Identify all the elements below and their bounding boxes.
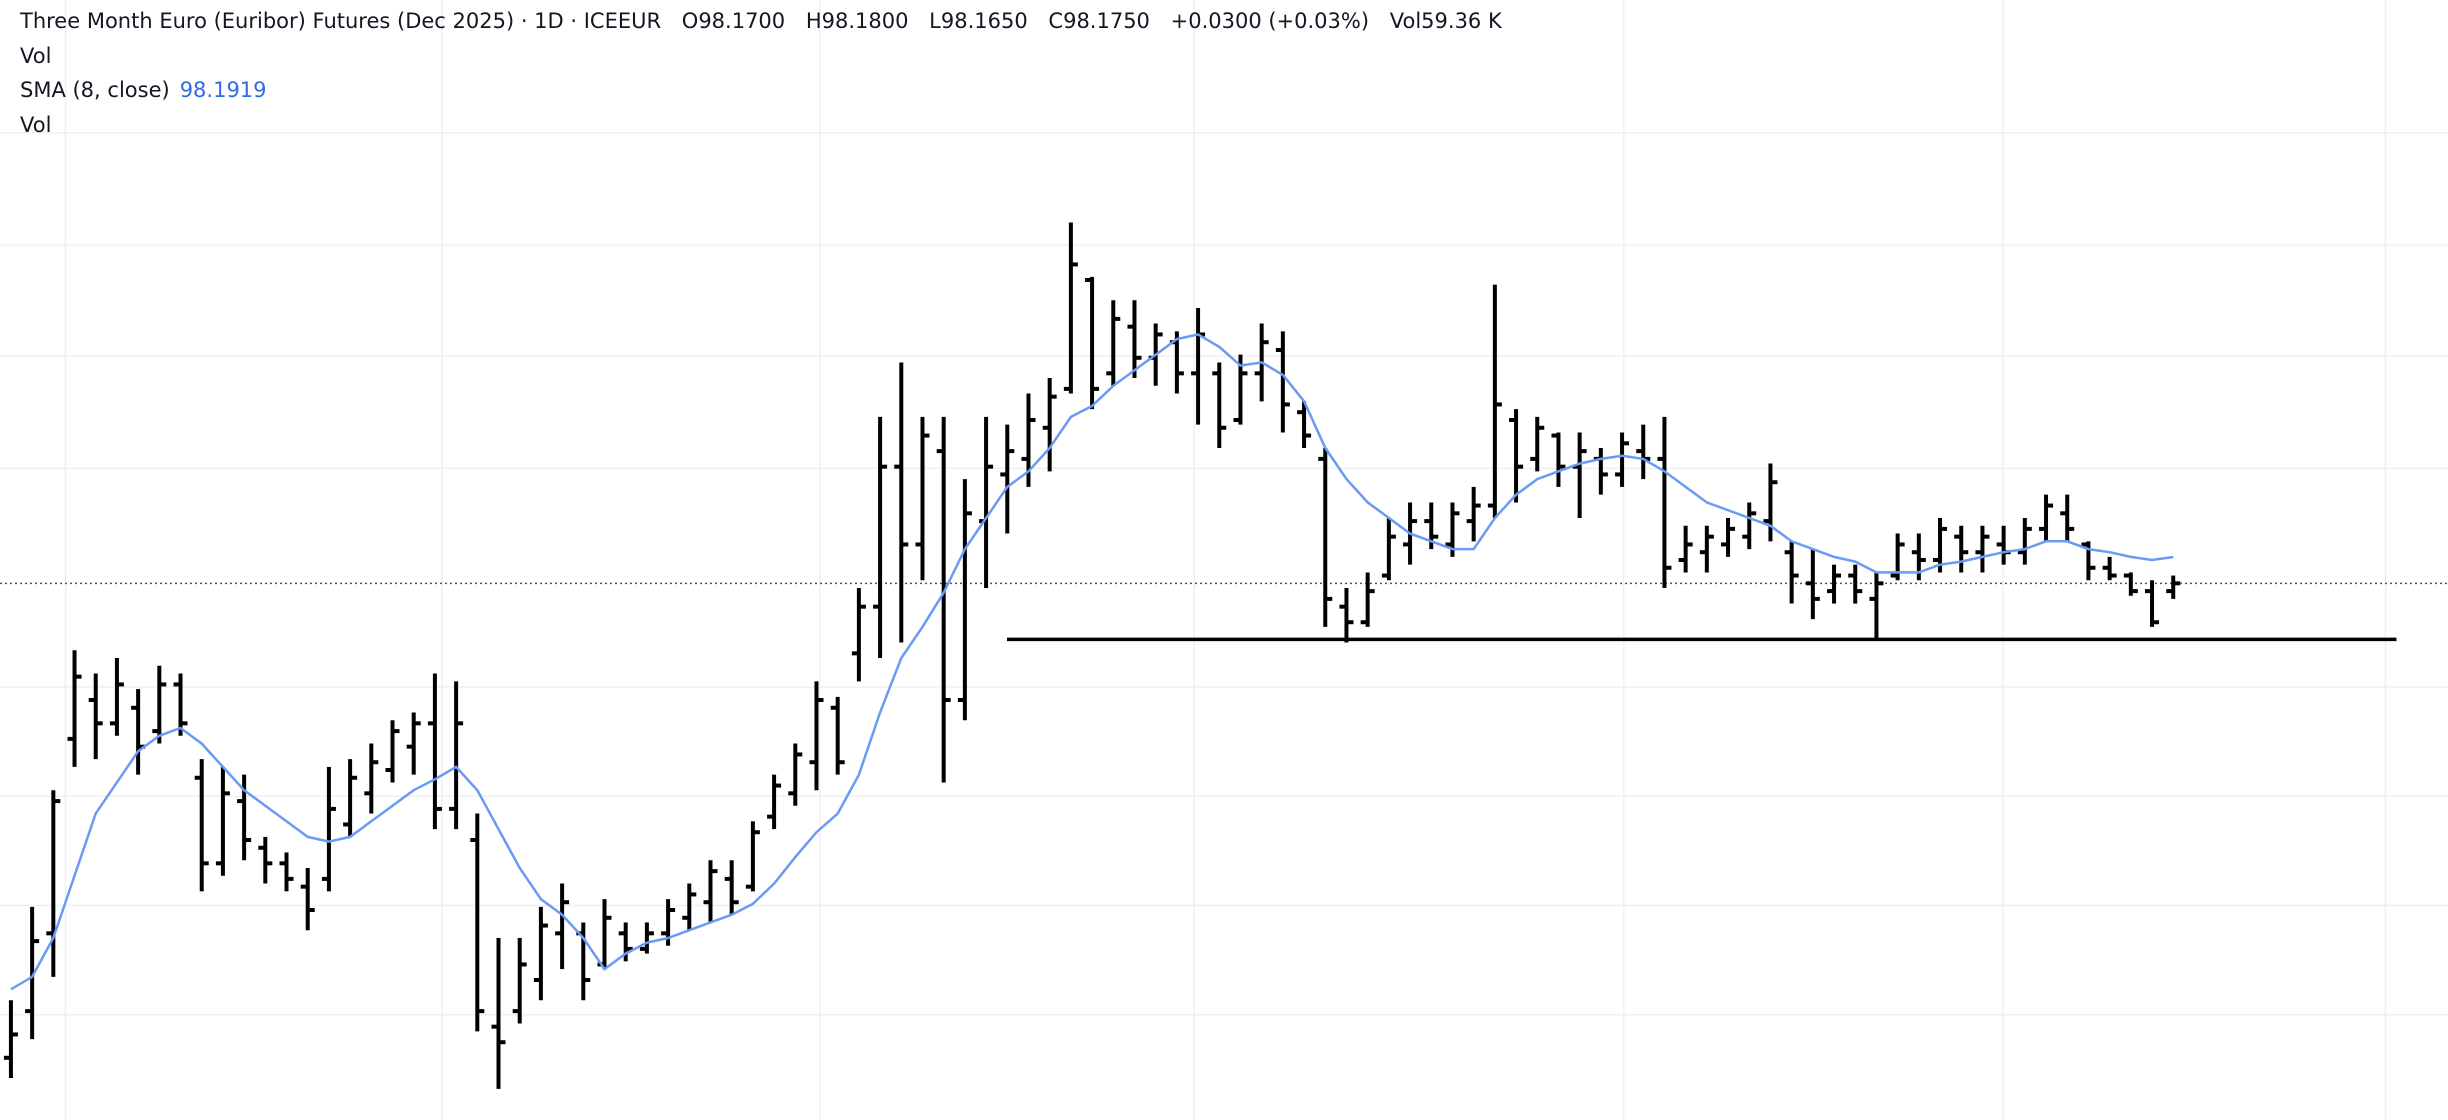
vol-row: Vol xyxy=(20,43,52,68)
open-value: 98.1700 xyxy=(698,9,786,33)
high-label: H xyxy=(805,9,822,33)
high-value: 98.1800 xyxy=(821,9,909,33)
close-value: 98.1750 xyxy=(1063,9,1150,33)
sma-value: 98.1919 xyxy=(179,78,267,102)
close-label: C xyxy=(1048,9,1064,33)
symbol-title: Three Month Euro (Euribor) Futures (Dec … xyxy=(20,9,662,33)
legend: Three Month Euro (Euribor) Futures (Dec … xyxy=(20,4,1502,142)
change-value: +0.0300 (+0.03%) xyxy=(1170,9,1370,33)
low-value: 98.1650 xyxy=(940,9,1028,33)
low-label: L xyxy=(929,9,941,33)
sma-row: SMA (8, close) 98.1919 xyxy=(20,73,1502,108)
sma-label: SMA (8, close) xyxy=(20,78,170,102)
symbol-row: Three Month Euro (Euribor) Futures (Dec … xyxy=(20,4,1502,39)
volume-label: Vol xyxy=(1389,9,1422,33)
open-label: O xyxy=(681,9,699,33)
sma-line xyxy=(10,333,2174,991)
volume-value: 59.36 K xyxy=(1421,9,1502,33)
vol-row: Vol xyxy=(20,112,52,137)
